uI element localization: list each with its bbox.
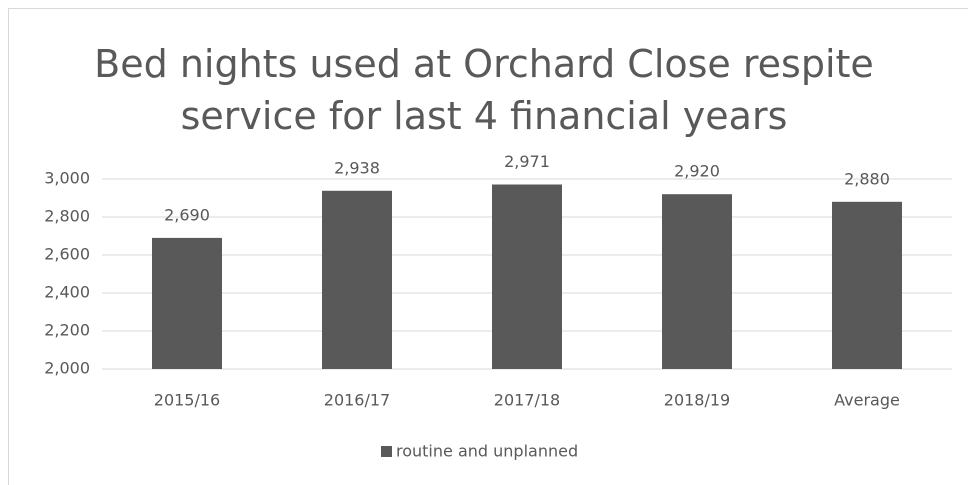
bar xyxy=(662,194,732,369)
legend-swatch xyxy=(381,446,392,457)
y-tick-label: 3,000 xyxy=(44,169,90,188)
chart-border xyxy=(8,8,968,485)
y-tick-label: 2,000 xyxy=(44,359,90,378)
value-label: 2,880 xyxy=(844,169,890,188)
y-tick-label: 2,400 xyxy=(44,283,90,302)
value-label: 2,920 xyxy=(674,162,720,181)
x-tick-label: 2017/18 xyxy=(494,391,560,410)
bar xyxy=(832,201,902,369)
chart-title: Bed nights used at Orchard Close respite… xyxy=(94,42,874,138)
bar xyxy=(152,237,222,369)
x-tick-label: 2016/17 xyxy=(324,391,390,410)
x-tick-label: 2018/19 xyxy=(664,391,730,410)
y-tick-label: 2,600 xyxy=(44,245,90,264)
value-label: 2,971 xyxy=(504,152,550,171)
value-label: 2,690 xyxy=(164,205,210,224)
bar xyxy=(492,184,562,369)
y-tick-label: 2,800 xyxy=(44,207,90,226)
x-tick-label: 2015/16 xyxy=(154,391,220,410)
value-label: 2,938 xyxy=(334,158,380,177)
bar xyxy=(322,190,392,369)
y-tick-label: 2,200 xyxy=(44,321,90,340)
x-tick-label: Average xyxy=(834,391,900,410)
legend-label: routine and unplanned xyxy=(396,442,578,461)
